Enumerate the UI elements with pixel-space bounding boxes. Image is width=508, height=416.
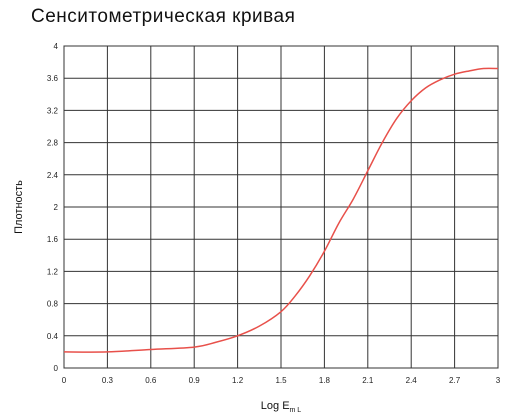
y-tick-labels: 0 0.4 0.8 1.2 1.6 2 2.4 2.8 3.2 3.6 4	[47, 42, 59, 373]
y-tick-label: 0.4	[47, 332, 59, 341]
x-tick-label: 2.1	[362, 376, 374, 385]
x-tick-labels: 0 0.3 0.6 0.9 1.2 1.5 1.8 2.1 2.4 2.7 3	[62, 376, 501, 385]
x-tick-label: 2.7	[449, 376, 461, 385]
x-tick-label: 3	[496, 376, 501, 385]
y-tick-label: 0.8	[47, 300, 59, 309]
x-axis-label-main: Log E	[261, 400, 290, 412]
x-axis-label-subscript: m L	[290, 407, 302, 414]
x-tick-label: 0.3	[102, 376, 114, 385]
x-tick-label: 0.9	[189, 376, 201, 385]
y-tick-label: 3.2	[47, 106, 59, 115]
y-tick-label: 2.4	[47, 171, 59, 180]
x-tick-label: 1.2	[232, 376, 244, 385]
y-axis-label: Плотность	[13, 180, 25, 234]
y-tick-label: 3.6	[47, 74, 59, 83]
chart-title: Сенситометрическая кривая	[31, 6, 296, 27]
series-line	[63, 67, 499, 353]
y-tick-label: 4	[54, 42, 59, 51]
x-tick-label: 0.6	[145, 376, 157, 385]
y-tick-label: 0	[54, 364, 59, 373]
series-layer	[63, 67, 499, 353]
x-tick-label: 0	[62, 376, 67, 385]
y-tick-label: 1.6	[47, 235, 59, 244]
y-tick-label: 2.8	[47, 139, 59, 148]
x-tick-label: 2.4	[406, 376, 418, 385]
x-tick-label: 1.5	[275, 376, 287, 385]
y-tick-label: 2	[54, 203, 59, 212]
grid-lines-y	[64, 45, 498, 369]
x-tick-label: 1.8	[319, 376, 331, 385]
y-tick-label: 1.2	[47, 267, 59, 276]
x-axis-label: Log Em L	[261, 400, 302, 414]
